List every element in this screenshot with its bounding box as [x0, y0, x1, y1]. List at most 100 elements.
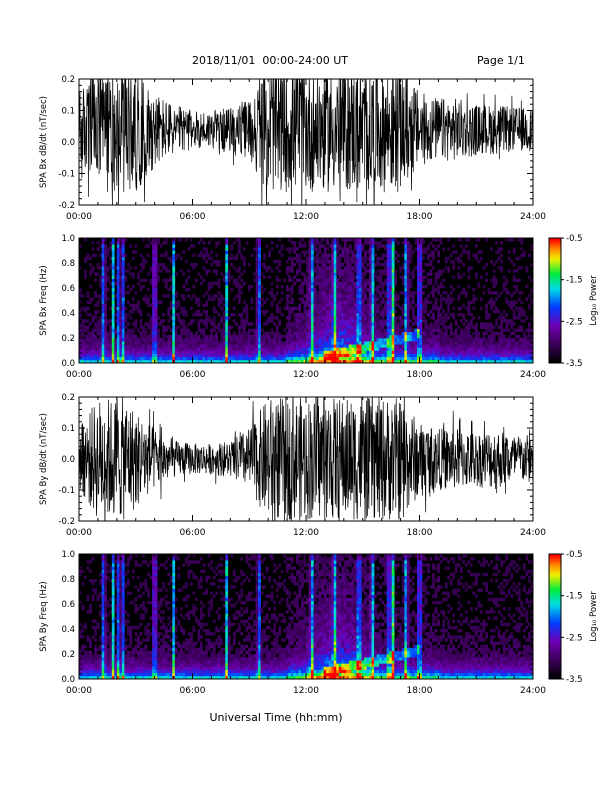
spectrogram-cell: [454, 328, 458, 333]
spectrogram-cell: [333, 278, 337, 283]
spectrogram-cell: [437, 338, 440, 342]
spectrogram-cell: [452, 344, 456, 348]
spectrogram-cell: [384, 319, 388, 323]
spectrogram-cell: [149, 328, 153, 333]
spectrogram-cell: [311, 300, 314, 304]
spectrogram-cell: [386, 341, 390, 345]
spectrogram-cell: [406, 319, 410, 323]
spectrogram-cell: [114, 281, 118, 286]
spectrogram-cell: [149, 359, 153, 364]
spectrogram-cell: [404, 347, 408, 351]
spectrogram-cell: [333, 344, 337, 348]
spectrogram-cell: [527, 344, 531, 348]
spectrogram-cell: [432, 256, 435, 261]
spectrogram-cell: [129, 309, 133, 314]
spectrogram-cell: [207, 338, 211, 342]
spectrogram-cell: [457, 272, 461, 276]
spectrogram-cell: [411, 344, 415, 348]
spectrogram-cell: [364, 316, 367, 320]
spectrogram-cell: [384, 247, 388, 251]
spectrogram-cell: [404, 256, 408, 261]
spectrogram-cell: [414, 316, 418, 320]
spectrogram-cell: [311, 325, 314, 329]
spectrogram-cell: [232, 331, 236, 336]
spectrogram-cell: [303, 359, 307, 364]
spectrogram-cell: [492, 309, 496, 314]
spectrogram-cell: [427, 331, 430, 336]
spectrogram-cell: [144, 338, 148, 342]
spectrogram-cell: [260, 359, 264, 364]
spectrogram-cell: [119, 288, 123, 292]
spectrogram-cell: [394, 334, 398, 339]
spectrogram-cell: [222, 356, 226, 361]
spectrogram-cell: [386, 241, 390, 245]
spectrogram-cell: [116, 306, 120, 311]
spectrogram-cell: [469, 338, 473, 342]
spectrogram-cell: [497, 344, 501, 348]
spectrogram-cell: [200, 356, 203, 361]
spectrogram-cell: [79, 300, 82, 304]
spectrogram-cell: [119, 350, 123, 354]
spectrogram-cell: [391, 344, 395, 348]
spectrogram-cell: [376, 319, 380, 323]
spectrogram-cell: [114, 313, 118, 317]
spectrogram-cell: [154, 341, 158, 345]
spectrogram-cell: [459, 350, 463, 354]
spectrogram-cell: [444, 259, 448, 264]
spectrogram-cell: [258, 238, 261, 242]
spectrogram-cell: [192, 319, 196, 323]
spectrogram-cell: [131, 328, 135, 333]
spectrogram-cell: [480, 275, 483, 279]
spectrogram-cell: [459, 331, 463, 336]
spectrogram-cell: [94, 272, 97, 276]
spectrogram-cell: [454, 359, 458, 364]
spectrogram-cell: [439, 306, 443, 311]
spectrogram-cell: [205, 325, 208, 329]
spectrogram-cell: [379, 322, 382, 326]
spectrogram-cell: [116, 250, 120, 254]
spectrogram-cell: [215, 359, 219, 364]
spectrogram-cell: [101, 353, 105, 358]
spectrogram-cell: [139, 347, 143, 351]
spectrogram-cell: [490, 259, 493, 264]
spectrogram-cell: [416, 341, 420, 345]
spectrogram-cell: [255, 338, 259, 342]
spectrogram-cell: [104, 300, 108, 304]
spectrogram-cell: [439, 350, 443, 354]
spectrogram-cell: [472, 288, 476, 292]
spectrogram-cell: [144, 244, 148, 248]
spectrogram-cell: [333, 300, 337, 304]
spectrogram-cell: [293, 306, 297, 311]
spectrogram-cell: [212, 309, 216, 314]
spectrogram-cell: [270, 331, 274, 336]
spectrogram-cell: [124, 313, 128, 317]
spectrogram-cell: [331, 334, 335, 339]
spectrogram-cell: [101, 238, 105, 242]
spectrogram-cell: [157, 300, 161, 304]
spectrogram-cell: [351, 359, 355, 364]
spectrogram-cell: [369, 341, 372, 345]
spectrogram-cell: [142, 341, 145, 345]
spectrogram-cell: [303, 275, 307, 279]
spectrogram-cell: [318, 284, 322, 289]
spectrogram-cell: [333, 263, 337, 267]
spectrogram-cell: [497, 350, 501, 354]
spectrogram-cell: [369, 247, 372, 251]
spectrogram-cell: [164, 278, 168, 283]
spectrogram-cell: [323, 306, 327, 311]
spectrogram-cell: [434, 319, 438, 323]
spectrogram-cell: [485, 353, 488, 358]
spectrogram-cell: [437, 316, 440, 320]
spectrogram-cell: [308, 303, 312, 308]
spectrogram-cell: [99, 294, 102, 298]
spectrogram-cell: [462, 331, 466, 336]
spectrogram-cell: [449, 291, 453, 295]
spectrogram-cell: [341, 353, 345, 358]
spectrogram-cell: [505, 288, 509, 292]
spectrogram-cell: [469, 266, 473, 270]
spectrogram-cell: [419, 241, 423, 245]
spectrogram-cell: [129, 244, 133, 248]
spectrogram-cell: [306, 313, 309, 317]
spectrogram-cell: [381, 288, 385, 292]
spectrogram-cell: [326, 259, 329, 264]
